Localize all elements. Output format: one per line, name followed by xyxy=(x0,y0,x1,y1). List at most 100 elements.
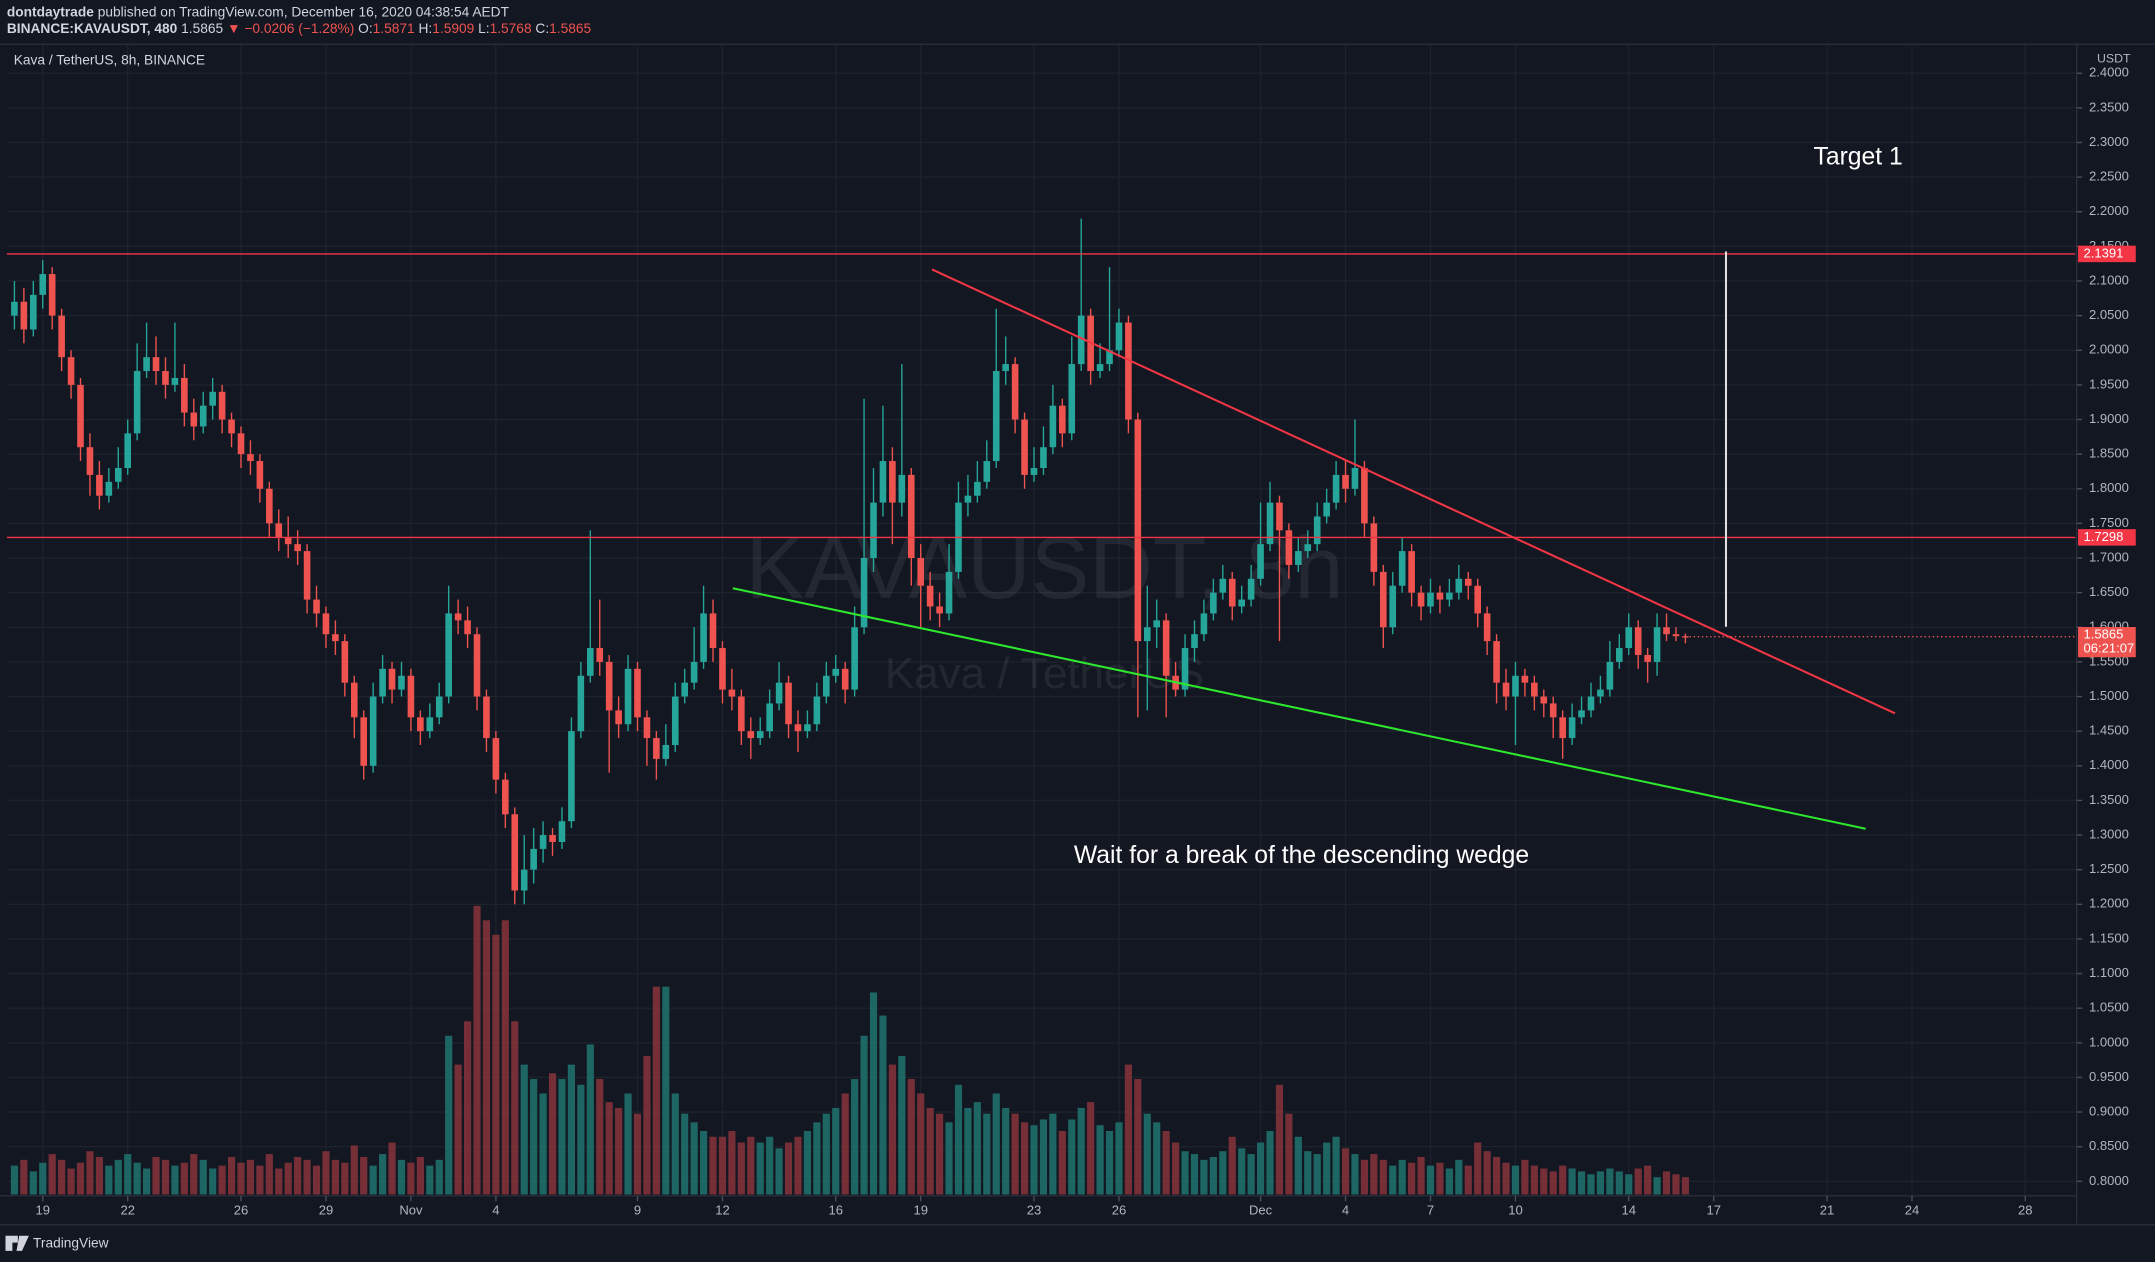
candle-body xyxy=(719,648,726,690)
candle-body xyxy=(1653,627,1661,662)
volume-bar xyxy=(1577,1171,1586,1195)
candle-body xyxy=(1276,502,1283,531)
candle-body xyxy=(1663,627,1670,635)
c-label: C: xyxy=(535,21,549,36)
candle-body xyxy=(152,357,160,372)
candle-body xyxy=(77,384,84,448)
candle-body xyxy=(662,745,670,759)
volume-bar xyxy=(256,1165,264,1195)
candle-body xyxy=(275,523,283,538)
volume-bar xyxy=(567,1064,575,1195)
y-tick-label: 1.7000 xyxy=(2089,549,2129,564)
volume-bar xyxy=(76,1162,85,1195)
x-tick-label: 26 xyxy=(234,1202,249,1217)
candle-body xyxy=(1200,613,1208,635)
candle-body xyxy=(1455,578,1463,593)
symbol: BINANCE:KAVAUSDT, 480 xyxy=(7,21,178,36)
y-tick-label: 1.2500 xyxy=(2089,861,2129,876)
x-tick-label: 21 xyxy=(1820,1202,1835,1217)
y-tick-label: 1.9500 xyxy=(2089,376,2129,391)
volume-bar xyxy=(898,1055,906,1195)
volume-bar xyxy=(1521,1159,1529,1195)
candle-body xyxy=(1568,717,1576,739)
volume-bar xyxy=(1228,1136,1236,1195)
volume-bar xyxy=(152,1156,160,1195)
candle-body xyxy=(1134,419,1142,642)
candle-body xyxy=(775,682,783,704)
annotation: Target 1 xyxy=(1813,144,1902,171)
o-label: O: xyxy=(358,21,373,36)
candle-body xyxy=(577,675,585,732)
candle-body xyxy=(804,724,811,732)
candle-body xyxy=(709,613,717,649)
last-price: 1.5865 xyxy=(181,21,223,36)
volume-bar xyxy=(1483,1151,1491,1195)
volume-bar xyxy=(397,1159,406,1195)
volume-bar xyxy=(728,1130,736,1195)
volume-bar xyxy=(784,1142,793,1195)
candle-body xyxy=(681,682,688,697)
volume-bar xyxy=(161,1159,170,1195)
countdown: 06:21:07 xyxy=(2084,640,2135,655)
candle-body xyxy=(945,571,953,614)
volume-bar xyxy=(1332,1136,1340,1195)
candle-body xyxy=(1181,648,1189,690)
volume-bar xyxy=(463,1021,472,1195)
candle-body xyxy=(199,405,207,427)
logo xyxy=(5,1235,29,1251)
candle-body xyxy=(426,717,434,732)
volume-bar xyxy=(435,1159,443,1195)
volume-bar xyxy=(265,1154,273,1195)
y-tick-label: 1.5000 xyxy=(2089,688,2129,703)
candle-body xyxy=(190,412,198,427)
candle-body xyxy=(284,537,292,545)
candle-body xyxy=(105,481,113,496)
candle-body xyxy=(1143,627,1151,642)
candle-body xyxy=(596,648,604,662)
candle-body xyxy=(247,454,254,462)
candle-body xyxy=(492,738,500,780)
volume-bar xyxy=(1549,1171,1557,1195)
x-tick-label: 4 xyxy=(1342,1202,1349,1217)
volume-bar xyxy=(1511,1165,1520,1195)
y-tick-label: 1.4500 xyxy=(2089,723,2129,738)
volume-bar xyxy=(1398,1159,1406,1195)
volume-bar xyxy=(1625,1174,1633,1195)
y-tick-label: 2.4000 xyxy=(2089,65,2129,80)
candle-body xyxy=(1332,474,1340,503)
candle-body xyxy=(1228,578,1236,607)
candle-body xyxy=(322,613,330,635)
x-tick-label: Dec xyxy=(1249,1202,1273,1217)
annotation: Wait for a break of the descending wedge xyxy=(1074,842,1529,869)
volume-bar xyxy=(1087,1102,1095,1195)
x-tick-label: 29 xyxy=(319,1202,334,1217)
candle-body xyxy=(58,315,65,358)
candle-body xyxy=(1474,585,1482,614)
y-tick-label: 0.9000 xyxy=(2089,1104,2129,1119)
candle-body xyxy=(634,668,641,718)
volume-bar xyxy=(1209,1156,1217,1195)
volume-bar xyxy=(983,1113,991,1195)
symbol-line: BINANCE:KAVAUSDT, 480 1.5865 ▼ −0.0206 (… xyxy=(7,21,592,36)
candle-body xyxy=(1493,641,1500,683)
candle-body xyxy=(549,835,556,842)
volume-bar xyxy=(105,1165,113,1195)
y-tick-label: 1.4000 xyxy=(2089,757,2129,772)
price-label-box xyxy=(2078,529,2136,546)
volume-bar xyxy=(322,1151,330,1195)
y-tick-label: 1.8500 xyxy=(2089,446,2129,461)
last-price-box xyxy=(2078,627,2136,658)
candle-body xyxy=(1370,523,1378,572)
volume-bar xyxy=(1559,1165,1567,1195)
brand: TradingView xyxy=(5,1235,109,1251)
candle-body xyxy=(879,461,887,503)
volume-bar xyxy=(832,1107,840,1195)
volume-bar xyxy=(1474,1142,1482,1195)
volume-bar xyxy=(1020,1122,1029,1195)
candle-body xyxy=(171,377,179,385)
candle-body xyxy=(237,433,245,455)
volume-bar xyxy=(1153,1122,1161,1195)
candle-body xyxy=(1153,620,1161,628)
volume-bar xyxy=(1662,1171,1671,1195)
